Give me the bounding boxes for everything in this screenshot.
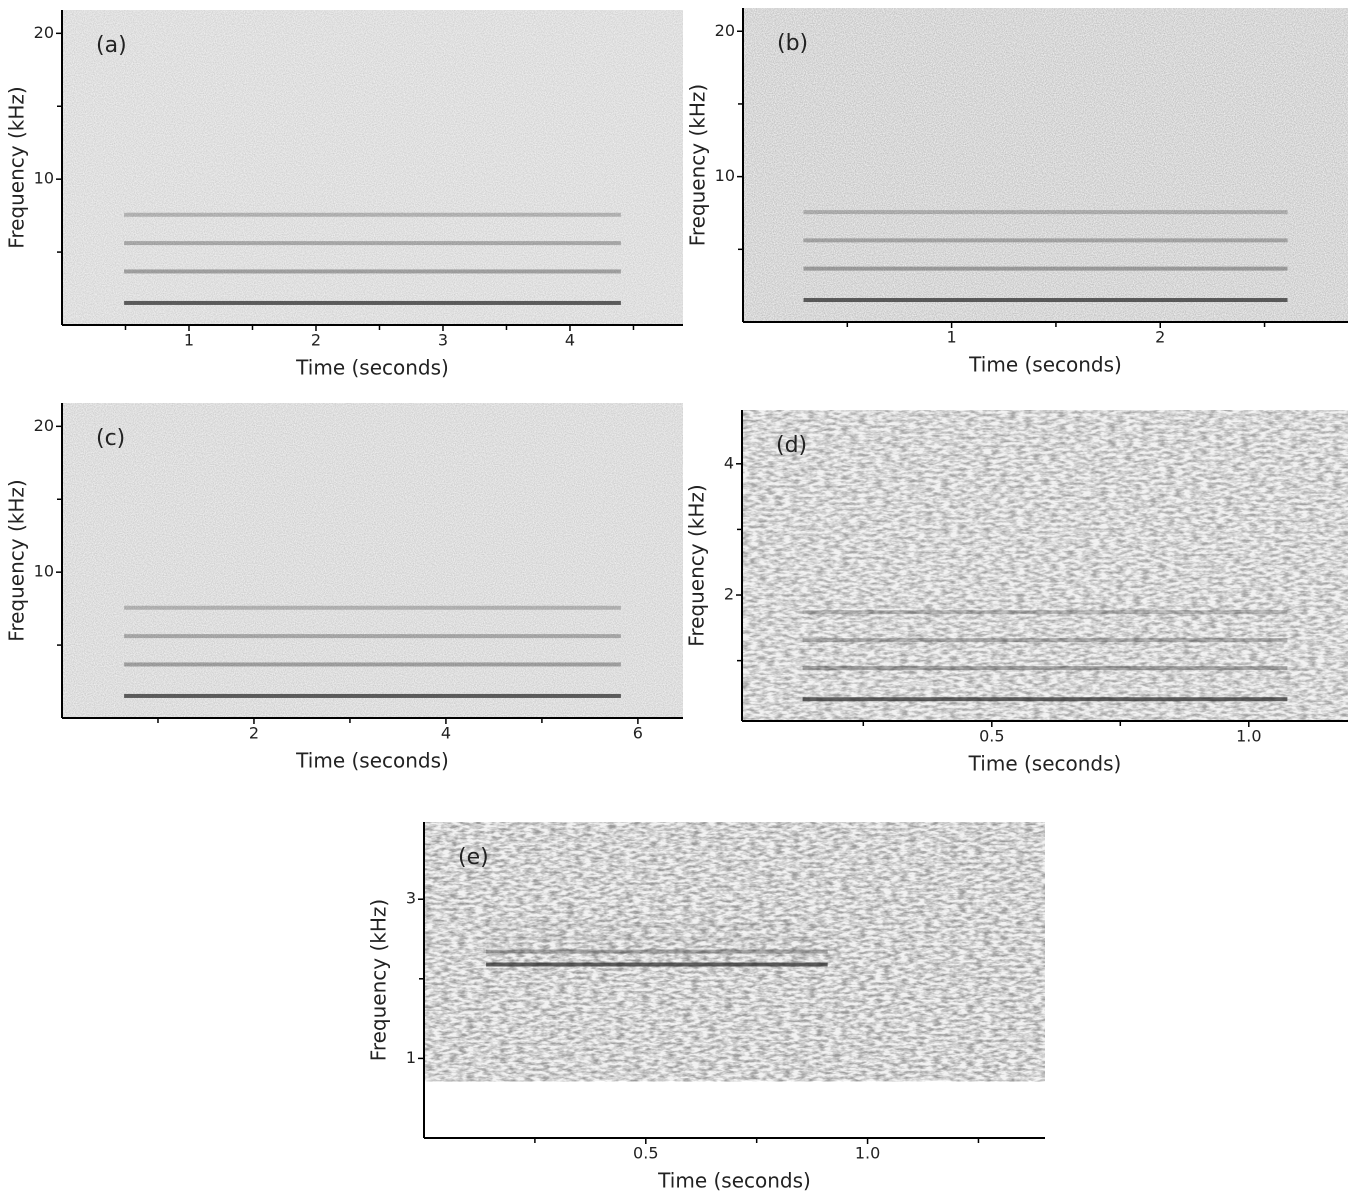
x-tick-label: 6 [633,724,643,743]
panel-label: (d) [776,433,807,458]
spectrogram-band [802,697,1288,702]
x-axis-label: Time (seconds) [657,1169,811,1193]
spectrogram-band [124,241,621,246]
x-tick-label: 3 [438,331,448,350]
spectrogram-noise [62,10,683,325]
panel-label: (c) [96,426,125,451]
x-tick-label: 4 [565,331,575,350]
y-axis-label: Frequency (kHz) [5,86,29,248]
y-axis-label: Frequency (kHz) [367,899,391,1061]
y-tick-label: 10 [34,562,54,581]
spectrogram-noise [62,403,683,718]
spectrogram-band [124,300,621,305]
spectrogram-band [803,210,1288,215]
x-axis-label: Time (seconds) [968,353,1122,377]
spectrogram-noise [742,410,1348,721]
y-axis-label: Frequency (kHz) [686,84,710,246]
x-tick-label: 1 [947,328,957,347]
spectrogram-band [802,638,1288,643]
x-tick-label: 0.5 [633,1144,658,1163]
y-tick-label: 20 [34,23,54,42]
spectrogram-band [802,610,1288,615]
spectrogram-band [486,936,828,941]
x-axis-label: Time (seconds) [295,356,449,380]
y-tick-label: 4 [724,453,734,472]
x-axis-label: Time (seconds) [295,749,449,773]
spectrogram-band [803,238,1288,243]
x-axis-label: Time (seconds) [968,752,1122,776]
spectrogram-noise [743,8,1348,322]
spectrogram-band [124,269,621,274]
x-tick-label: 1.0 [855,1144,880,1163]
y-tick-label: 2 [724,585,734,604]
spectrogram-band [124,693,621,698]
x-tick-label: 4 [441,724,451,743]
spectrogram-band [124,605,621,610]
x-tick-label: 2 [1155,328,1165,347]
spectrogram-band [486,949,828,954]
y-tick-label: 20 [715,21,735,40]
spectrogram-band [124,662,621,667]
spectrogram-noise [424,822,1045,1082]
y-tick-label: 20 [34,416,54,435]
y-tick-label: 10 [34,169,54,188]
spectrogram-band [486,923,828,928]
panel: 1 2 10 20 (b) Time (seconds) Frequency (kHz) [686,8,1348,377]
x-tick-label: 0.5 [979,727,1004,746]
x-tick-label: 1 [184,331,194,350]
panel: 1 2 3 4 10 20 (a) Time (seconds) Frequency (kHz) [5,10,683,380]
spectrogram-band [124,212,621,217]
x-tick-label: 1.0 [1236,727,1261,746]
panel: 0.5 1.0 2 4 (d) Time (seconds) Frequency (kHz) [685,410,1348,776]
spectrogram-band [803,266,1288,271]
y-tick-label: 1 [406,1048,416,1067]
spectrogram-band [486,962,828,967]
panel: 0.5 1.0 1 3 (e) Time (seconds) Frequency (kHz) [367,822,1045,1193]
x-tick-label: 2 [311,331,321,350]
panel-label: (b) [777,31,808,56]
panel-label: (e) [458,845,489,870]
y-tick-label: 10 [715,166,735,185]
panel: 2 4 6 10 20 (c) Time (seconds) Frequency (kHz) [5,403,683,773]
y-axis-label: Frequency (kHz) [5,479,29,641]
spectrogram-band [802,666,1288,671]
y-axis-label: Frequency (kHz) [685,484,709,646]
panel-label: (a) [96,33,127,58]
x-tick-label: 2 [249,724,259,743]
spectrogram-band [803,298,1288,303]
y-tick-label: 3 [406,889,416,908]
spectrogram-band [124,634,621,639]
